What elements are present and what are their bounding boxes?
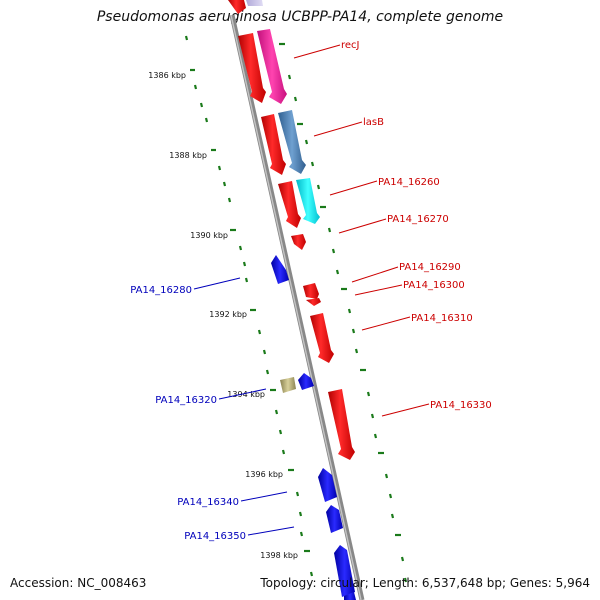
gene-arrow-red-1[interactable]	[238, 33, 266, 103]
scale-label-1390: 1390 kbp	[190, 231, 228, 240]
gene-arrow-PA14_16270[interactable]	[291, 234, 306, 250]
accession-text: Accession: NC_008463	[10, 576, 147, 590]
scale-label-1396: 1396 kbp	[245, 470, 283, 479]
topology-text: Topology: circular; Length: 6,537,648 bp…	[260, 576, 590, 590]
forward-gene-features	[228, 0, 355, 460]
gene-arrow-PA14_16320-tan[interactable]	[280, 377, 296, 393]
gene-arrow-PA14_16300[interactable]	[306, 298, 321, 306]
gene-arrow-PA14_16350[interactable]	[326, 505, 343, 533]
gene-arrow-top-partial[interactable]	[228, 0, 246, 14]
gene-label-lasB[interactable]: lasB	[363, 117, 384, 128]
gene-arrow-PA14_16260[interactable]	[296, 178, 320, 224]
gene-arrow-recJ[interactable]	[257, 29, 287, 104]
scale-label-1386: 1386 kbp	[148, 71, 186, 80]
gene-arrow-PA14_16330[interactable]	[328, 389, 355, 460]
gene-label-PA14_16270[interactable]: PA14_16270	[387, 214, 449, 225]
gene-label-recJ[interactable]: recJ	[341, 40, 360, 51]
reverse-gene-features	[271, 255, 356, 600]
gene-label-PA14_16290[interactable]: PA14_16290	[399, 262, 461, 273]
scale-label-1394: 1394 kbp	[227, 390, 265, 399]
gene-arrow-PA14_16320[interactable]	[298, 373, 314, 390]
gene-label-PA14_16300[interactable]: PA14_16300	[403, 280, 465, 291]
gene-arrow-PA14_16310[interactable]	[310, 313, 334, 363]
gene-label-PA14_16260[interactable]: PA14_16260	[378, 177, 440, 188]
gene-arrow-red-2[interactable]	[261, 114, 286, 175]
forward-gene-labels: recJ lasB PA14_16260 PA14_16270 PA14_162…	[341, 40, 492, 411]
gene-arrow-red-3[interactable]	[278, 181, 301, 228]
gene-arrow-PA14_16340[interactable]	[318, 468, 337, 502]
right-tick-track	[279, 42, 408, 583]
genome-backbone	[229, 14, 365, 600]
gene-arrow-PA14_16290[interactable]	[303, 283, 319, 299]
leader-lines	[193, 44, 430, 536]
gene-label-PA14_16340[interactable]: PA14_16340	[177, 497, 239, 508]
gene-arrow-lasB[interactable]	[278, 110, 306, 174]
gene-label-PA14_16330[interactable]: PA14_16330	[430, 400, 492, 411]
gene-label-PA14_16320[interactable]: PA14_16320	[155, 395, 217, 406]
scale-label-1398: 1398 kbp	[260, 551, 298, 560]
scale-labels: 1386 kbp 1388 kbp 1390 kbp 1392 kbp 1394…	[148, 71, 298, 560]
gene-label-PA14_16310[interactable]: PA14_16310	[411, 313, 473, 324]
left-tick-track	[184, 35, 314, 577]
reverse-gene-labels: PA14_16280 PA14_16320 PA14_16340 PA14_16…	[130, 285, 246, 542]
map-title: Pseudomonas aeruginosa UCBPP-PA14, compl…	[96, 9, 504, 25]
scale-label-1392: 1392 kbp	[209, 310, 247, 319]
gene-arrow-PA14_16280[interactable]	[271, 255, 289, 284]
gene-arrow-bottom-partial[interactable]	[344, 592, 356, 600]
gene-label-PA14_16350[interactable]: PA14_16350	[184, 531, 246, 542]
scale-label-1388: 1388 kbp	[169, 151, 207, 160]
gene-arrow-blue-bottom[interactable]	[334, 545, 355, 597]
gene-arrow-lavender[interactable]	[246, 0, 263, 6]
gene-label-PA14_16280[interactable]: PA14_16280	[130, 285, 192, 296]
